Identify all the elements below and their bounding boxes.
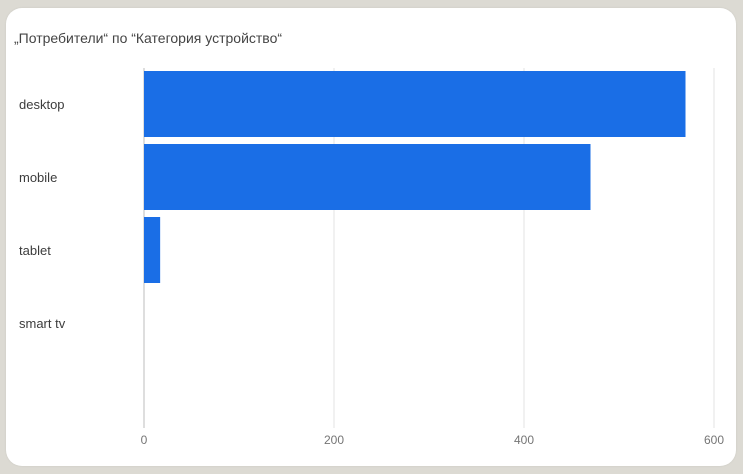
bar-desktop	[144, 71, 686, 137]
x-tick-label: 600	[704, 433, 724, 447]
bar-chart: 0 200 400 600 desktop mobile tablet smart tv	[19, 68, 724, 447]
x-tick-label: 200	[324, 433, 344, 447]
x-tick-label: 400	[514, 433, 534, 447]
bar-tablet	[144, 217, 161, 283]
category-label: tablet	[19, 243, 51, 258]
x-tick-label: 0	[141, 433, 148, 447]
category-label: mobile	[19, 170, 57, 185]
chart-card: „Потребители“ по “Категория устройство“ …	[6, 8, 736, 466]
category-label: smart tv	[19, 316, 66, 331]
category-label: desktop	[19, 97, 65, 112]
bar-mobile	[144, 144, 591, 210]
chart-title: „Потребители“ по “Категория устройство“	[14, 30, 283, 46]
